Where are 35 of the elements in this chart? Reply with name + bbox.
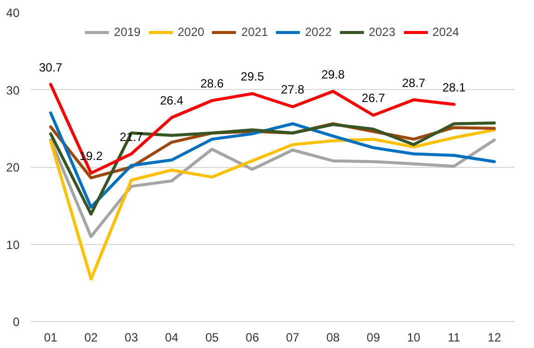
legend-label: 2023 [368,25,396,39]
y-tick-label: 20 [6,160,20,174]
legend-label: 2022 [305,25,332,39]
data-label: 28.6 [200,76,224,91]
data-label: 28.7 [402,76,426,90]
legend-label: 2021 [241,25,268,39]
legend-label: 2020 [178,25,204,39]
data-label: 26.7 [362,91,386,106]
x-tick-label: 03 [124,330,138,344]
y-tick-label: 10 [6,238,20,252]
y-tick-label: 0 [12,315,20,329]
x-tick-label: 01 [44,330,58,344]
x-tick-label: 05 [205,330,219,344]
data-label: 26.4 [160,94,184,108]
x-tick-label: 11 [448,330,461,344]
x-tick-label: 04 [164,330,179,344]
line-series [49,128,496,281]
x-tick-label: 02 [84,330,98,344]
y-tick-label: 40 [6,6,20,20]
data-label: 29.5 [240,70,264,84]
legend-label: 2019 [114,25,141,39]
data-label: 29.8 [321,67,346,82]
x-tick-label: 06 [246,330,260,344]
x-tick-label: 07 [286,330,300,344]
x-tick-label: 08 [326,330,340,344]
line-series [49,121,496,216]
x-tick-label: 10 [406,330,421,344]
data-label: 30.7 [38,60,63,74]
x-tick-label: 12 [488,330,502,344]
line-series [49,111,496,209]
data-label: 27.8 [280,82,305,97]
legend-label: 2024 [432,25,460,39]
data-label: 28.1 [442,80,466,94]
y-tick-label: 30 [6,83,20,98]
x-tick-label: 09 [366,330,380,344]
